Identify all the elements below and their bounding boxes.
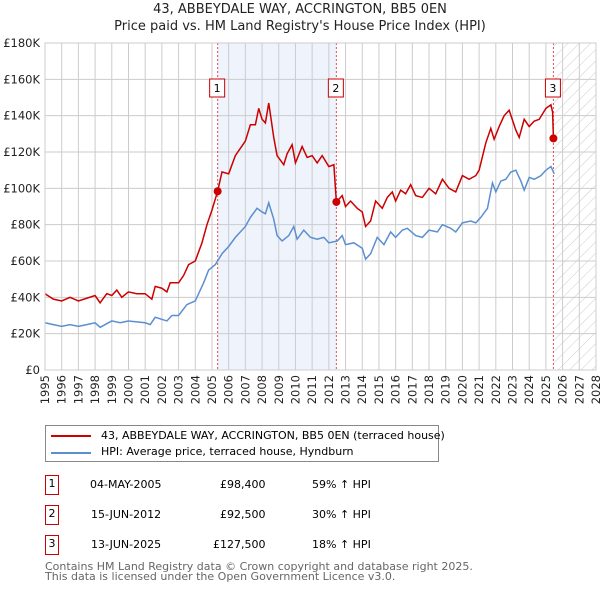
sale-label: 1 [214, 82, 221, 95]
sale-label-box [544, 78, 561, 98]
x-tick-label: 2024 [522, 375, 536, 404]
chart-subtitle: Price paid vs. HM Land Registry's House … [114, 19, 486, 34]
series-line [44, 165, 555, 329]
sale-marker: 3 [45, 535, 59, 555]
x-tick-label: 2027 [572, 375, 586, 404]
sale-hpi: 18% ↑ HPI [312, 538, 371, 551]
x-tick-label: 2026 [556, 375, 570, 404]
x-tick-label: 2007 [238, 375, 252, 404]
y-tick-label: £0 [25, 363, 40, 377]
shaded-region [217, 43, 337, 370]
sale-label-box [209, 78, 226, 98]
sale-marker: 1 [45, 475, 59, 495]
x-tick-label: 2005 [205, 375, 219, 404]
legend-swatch-red [51, 435, 91, 437]
legend-swatch-blue [51, 452, 91, 454]
x-tick-label: 2025 [539, 375, 553, 404]
legend: 43, ABBEYDALE WAY, ACCRINGTON, BB5 0EN (… [45, 425, 445, 462]
x-tick-label: 1998 [88, 375, 102, 404]
sale-hpi: 30% ↑ HPI [312, 508, 371, 521]
x-tick-label: 2012 [322, 375, 336, 404]
footer-line: Contains HM Land Registry data © Crown c… [45, 560, 473, 573]
x-tick-label: 2008 [255, 375, 269, 404]
x-tick-label: 1999 [105, 375, 119, 404]
y-tick-label: £120K [3, 145, 40, 159]
legend-item: HPI: Average price, terraced house, Hynd… [101, 445, 354, 458]
y-tick-label: £160K [3, 72, 40, 86]
sale-price: £127,500 [213, 538, 266, 551]
x-tick-label: 1996 [55, 375, 69, 404]
sale-date: 15-JUN-2012 [91, 508, 162, 521]
y-tick-label: £180K [3, 36, 40, 50]
x-tick-label: 2023 [506, 375, 520, 404]
x-tick-label: 2001 [138, 375, 152, 404]
sale-point [213, 187, 222, 196]
sale-marker: 2 [45, 505, 59, 525]
x-tick-label: 2028 [589, 375, 600, 404]
chart-title: 43, ABBEYDALE WAY, ACCRINGTON, BB5 0EN [153, 2, 447, 17]
x-tick-label: 2009 [272, 375, 286, 404]
sale-price: £98,400 [220, 478, 266, 491]
sale-label-box [327, 78, 344, 98]
sale-label: 3 [549, 82, 556, 95]
legend-item: 43, ABBEYDALE WAY, ACCRINGTON, BB5 0EN (… [101, 429, 445, 442]
sale-date: 04-MAY-2005 [90, 478, 162, 491]
x-tick-label: 2003 [172, 375, 186, 404]
x-tick-label: 2020 [455, 375, 469, 404]
sale-row: 2 15-JUN-2012 £92,500 30% ↑ HPI [45, 505, 445, 525]
x-tick-label: 2000 [121, 375, 135, 404]
chart: 1995 1996 1997 1998 1999 2000 2001 2002 2003 2004… [3, 36, 600, 404]
sale-point [549, 134, 558, 143]
y-tick-label: £100K [3, 181, 40, 195]
x-tick-label: 2019 [439, 375, 453, 404]
x-tick-label: 2011 [305, 375, 319, 404]
sale-row: 1 04-MAY-2005 £98,400 59% ↑ HPI [45, 475, 445, 495]
x-tick-label: 2015 [372, 375, 386, 404]
x-tick-label: 2002 [155, 375, 169, 404]
sale-row: 3 13-JUN-2025 £127,500 18% ↑ HPI [45, 535, 445, 555]
series-line [44, 102, 555, 305]
x-tick-label: 2013 [339, 375, 353, 404]
y-tick-label: £40K [11, 290, 41, 304]
plot-border [44, 42, 597, 371]
x-tick-label: 2016 [389, 375, 403, 404]
x-tick-label: 2010 [288, 375, 302, 404]
x-tick-label: 2004 [188, 375, 202, 404]
x-tick-label: 1995 [38, 375, 52, 404]
y-tick-label: £80K [11, 218, 41, 232]
x-tick-label: 2006 [222, 375, 236, 404]
x-tick-label: 1997 [71, 375, 85, 404]
sale-hpi: 59% ↑ HPI [312, 478, 371, 491]
sale-date: 13-JUN-2025 [91, 538, 162, 551]
sale-point [332, 197, 341, 206]
x-tick-label: 2014 [355, 375, 369, 404]
y-tick-label: £140K [3, 109, 40, 123]
x-tick-label: 2021 [472, 375, 486, 404]
y-tick-label: £20K [11, 327, 41, 341]
x-tick-label: 2022 [489, 375, 503, 404]
sale-label: 2 [332, 82, 339, 95]
x-tick-label: 2017 [405, 375, 419, 404]
x-tick-label: 2018 [422, 375, 436, 404]
y-tick-label: £60K [11, 254, 41, 268]
footer-line: This data is licensed under the Open Gov… [45, 570, 396, 583]
sale-price: £92,500 [220, 508, 266, 521]
